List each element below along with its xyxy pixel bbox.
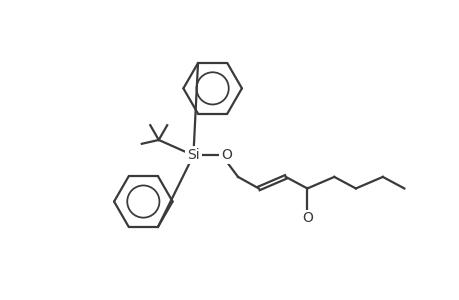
Text: Si: Si	[187, 148, 199, 162]
Text: O: O	[221, 148, 231, 162]
Text: O: O	[301, 212, 312, 226]
